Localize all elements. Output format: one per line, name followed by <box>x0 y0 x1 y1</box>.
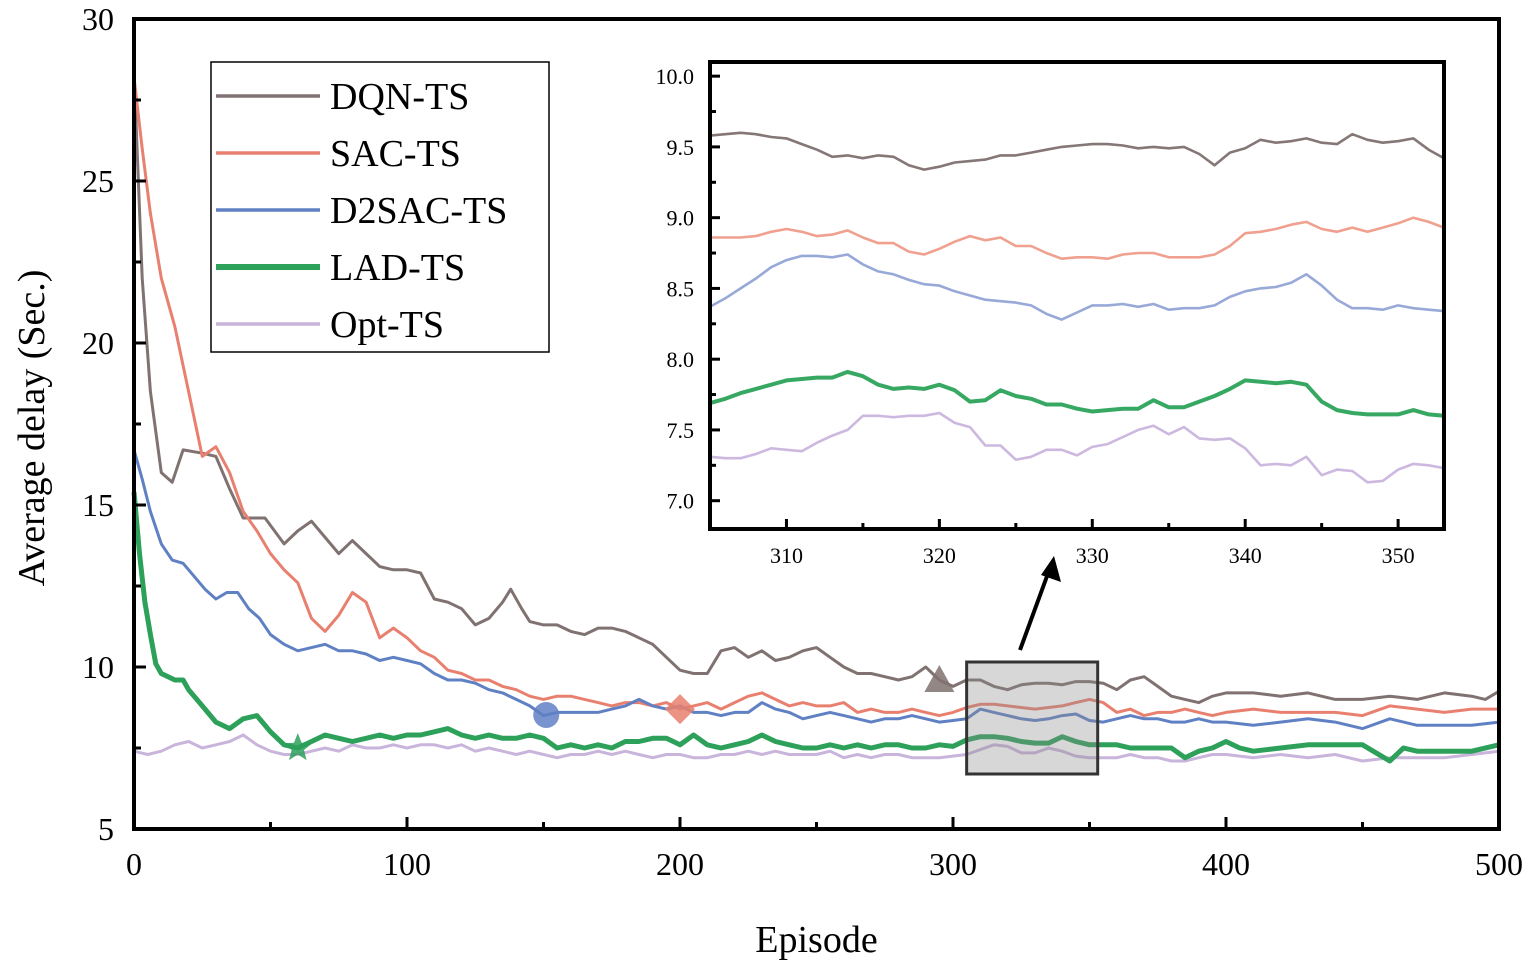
inset-plot: 310 320 330 340 350 7.0 7.5 8.0 8.5 9.0 9.5 10.0 <box>656 60 1446 568</box>
marker-lad-ts <box>283 733 313 761</box>
marker-d2sac-ts <box>533 701 560 728</box>
inset-y-axis-ticks: 7.0 7.5 8.0 8.5 9.0 9.5 10.0 <box>656 64 720 514</box>
x-axis-title: Episode <box>755 919 877 961</box>
inset-y-tick-label-8.0: 8.0 <box>667 347 695 372</box>
series-line-dqn-ts <box>132 70 1500 705</box>
legend-frame <box>210 61 550 353</box>
x-tick-label-100: 100 <box>383 846 431 882</box>
inset-x-tick-label-330: 330 <box>1076 543 1109 568</box>
legend-items: DQN-TS SAC-TS D2SAC-TS LAD-TS Opt-TS <box>216 76 507 346</box>
y-tick-label-20: 20 <box>82 325 114 361</box>
series-line-d2sac-ts <box>132 449 1500 731</box>
inset-y-tick-label-9.5: 9.5 <box>667 135 695 160</box>
marker-sac-ts <box>665 694 695 725</box>
inset-background <box>710 62 1444 529</box>
inset-series-line-sac-ts <box>710 216 1445 260</box>
legend: DQN-TS SAC-TS D2SAC-TS LAD-TS Opt-TS <box>210 61 550 353</box>
marker-dqn-ts <box>924 664 955 692</box>
legend-label-sac-ts: SAC-TS <box>330 133 461 175</box>
x-tick-label-300: 300 <box>929 846 977 882</box>
inset-x-axis-ticks: 310 320 330 340 350 <box>770 519 1415 568</box>
y-tick-label-30: 30 <box>82 1 114 37</box>
y-axis-title: Average delay (Sec.) <box>11 270 53 587</box>
zoom-arrow <box>1018 556 1061 651</box>
inset-series-line-opt-ts <box>709 411 1445 484</box>
inset-y-tick-label-8.5: 8.5 <box>667 276 695 301</box>
legend-label-lad-ts: LAD-TS <box>330 247 465 289</box>
series-line-sac-ts <box>132 77 1499 718</box>
inset-y-tick-label-7.5: 7.5 <box>667 418 695 443</box>
x-tick-label-400: 400 <box>1202 846 1250 882</box>
inset-series-line-lad-ts <box>709 369 1445 418</box>
x-tick-label-200: 200 <box>656 846 704 882</box>
zoom-arrow-head <box>1041 556 1061 582</box>
legend-label-dqn-ts: DQN-TS <box>330 76 469 118</box>
inset-series-line-d2sac-ts <box>709 253 1445 321</box>
legend-label-opt-ts: Opt-TS <box>330 304 444 346</box>
inset-y-tick-label-10.0: 10.0 <box>656 64 695 89</box>
main-series-markers <box>283 664 955 761</box>
y-tick-label-25: 25 <box>82 163 114 199</box>
legend-label-d2sac-ts: D2SAC-TS <box>330 190 507 232</box>
x-tick-label-500: 500 <box>1475 846 1523 882</box>
series-line-opt-ts <box>133 733 1500 763</box>
y-tick-label-15: 15 <box>82 487 114 523</box>
x-axis-ticks: 0 100 200 300 400 500 <box>126 817 1523 882</box>
inset-y-tick-label-9.0: 9.0 <box>667 206 695 231</box>
inset-x-tick-label-340: 340 <box>1229 543 1262 568</box>
inset-series-lines <box>709 131 1445 484</box>
zoom-region-box <box>965 660 1100 776</box>
inset-series-line-dqn-ts <box>709 131 1445 171</box>
zoom-arrow-shaft <box>1018 567 1052 651</box>
x-tick-label-0: 0 <box>126 846 142 882</box>
inset-plot-frame <box>708 60 1446 531</box>
inset-y-tick-label-7.0: 7.0 <box>667 489 695 514</box>
inset-x-tick-label-350: 350 <box>1382 543 1415 568</box>
y-tick-label-5: 5 <box>98 811 114 847</box>
y-tick-label-10: 10 <box>82 649 114 685</box>
y-axis-ticks: 5 10 15 20 25 30 <box>82 1 146 847</box>
inset-x-tick-label-310: 310 <box>770 543 803 568</box>
main-plot: 0 100 200 300 400 500 5 10 15 20 25 30 Episode Ave… <box>11 1 1523 961</box>
inset-x-tick-label-320: 320 <box>923 543 956 568</box>
